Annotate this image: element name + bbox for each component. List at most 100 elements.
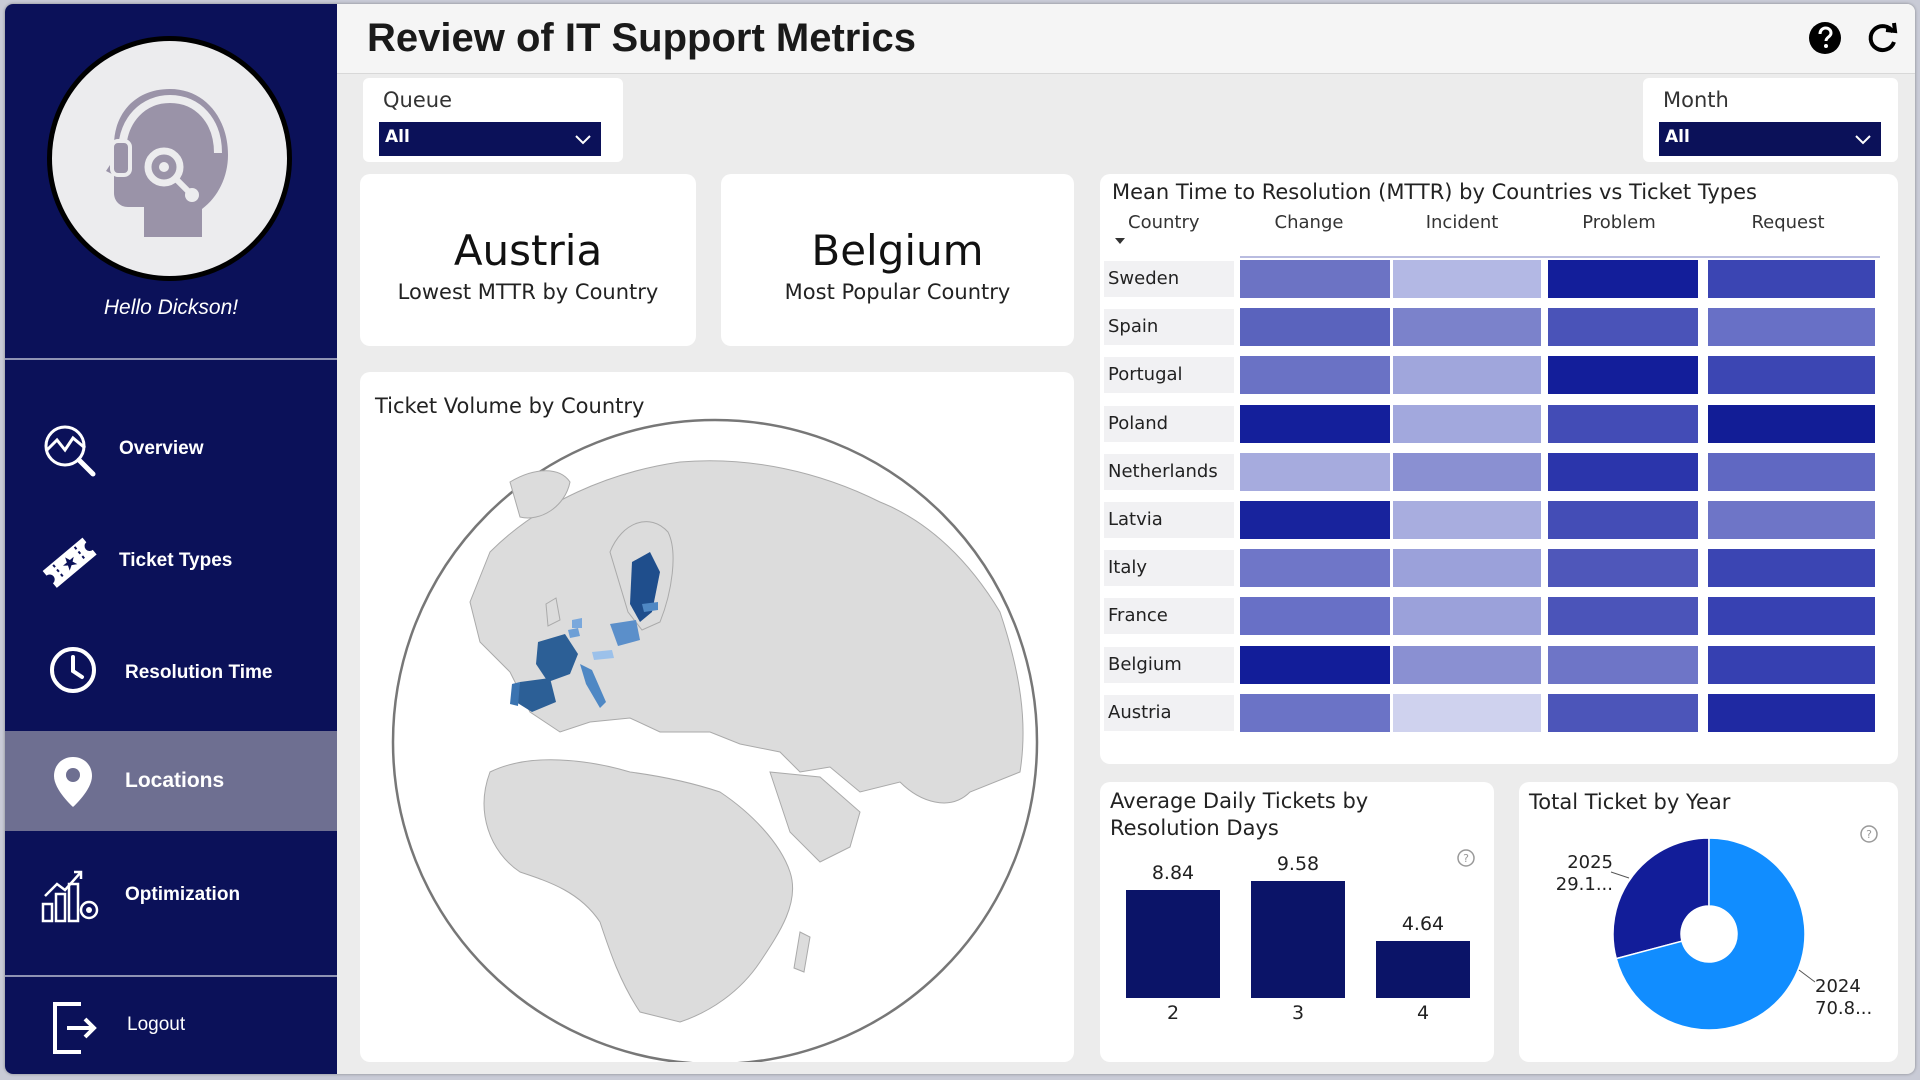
matrix-cell[interactable] xyxy=(1708,356,1875,395)
matrix-cell[interactable] xyxy=(1708,260,1875,298)
matrix-cell[interactable] xyxy=(1393,645,1541,684)
matrix-row-label: Portugal xyxy=(1108,364,1183,386)
donut-slice[interactable] xyxy=(1612,837,1710,960)
month-dropdown[interactable]: All xyxy=(1659,122,1881,156)
nav-item-locations[interactable]: Locations xyxy=(5,731,337,831)
matrix-cell[interactable] xyxy=(1240,260,1390,298)
bar-category-label: 2 xyxy=(1166,1002,1180,1024)
bar-value-label: 4.64 xyxy=(1401,913,1445,936)
location-pin-icon xyxy=(54,757,92,807)
matrix-col-header: Change xyxy=(1274,212,1344,233)
matrix-row-label: Spain xyxy=(1108,316,1159,338)
country-latvia[interactable] xyxy=(642,602,658,612)
matrix-cell[interactable] xyxy=(1708,693,1875,732)
matrix-cell[interactable] xyxy=(1548,308,1698,347)
matrix-col-header: Problem xyxy=(1582,212,1656,233)
matrix-cell[interactable] xyxy=(1708,501,1875,539)
logout-button[interactable]: Logout xyxy=(5,980,337,1070)
matrix-row-label: France xyxy=(1108,605,1168,627)
matrix-row-label: Sweden xyxy=(1108,268,1180,289)
matrix-row-band xyxy=(1104,453,1234,490)
nav-item-resolution-time[interactable]: Resolution Time xyxy=(5,624,337,724)
bar[interactable] xyxy=(1376,941,1470,998)
country-belgium[interactable] xyxy=(568,628,580,638)
matrix-cell[interactable] xyxy=(1240,549,1390,588)
map-title: Ticket Volume by Country xyxy=(375,394,645,418)
matrix-cell[interactable] xyxy=(1393,549,1541,588)
matrix-cell[interactable] xyxy=(1548,404,1698,443)
matrix-cell[interactable] xyxy=(1708,452,1875,491)
matrix-cell[interactable] xyxy=(1240,693,1390,732)
refresh-icon[interactable] xyxy=(1864,20,1900,56)
clock-icon xyxy=(50,647,96,693)
matrix-cell[interactable] xyxy=(1548,645,1698,684)
matrix-cell[interactable] xyxy=(1393,693,1541,732)
matrix-cell[interactable] xyxy=(1548,693,1698,732)
bar-chart-card: Average Daily Tickets by Resolution Days… xyxy=(1100,782,1494,1062)
donut-slice[interactable] xyxy=(1615,837,1806,1031)
matrix-cell[interactable] xyxy=(1548,260,1698,298)
matrix-cell[interactable] xyxy=(1240,597,1390,636)
kpi-label: Lowest MTTR by Country xyxy=(397,280,659,304)
matrix-cell[interactable] xyxy=(1548,356,1698,395)
kpi-card-most-popular: Belgium Most Popular Country xyxy=(721,174,1074,346)
matrix-cell[interactable] xyxy=(1548,501,1698,539)
matrix-cell[interactable] xyxy=(1548,597,1698,636)
matrix-row-band xyxy=(1104,261,1234,297)
growth-chart-icon xyxy=(41,870,99,923)
queue-filter: Queue All xyxy=(363,78,623,162)
help-circle-icon[interactable]: ? xyxy=(1456,848,1476,868)
matrix-row-label: Belgium xyxy=(1108,653,1182,675)
nav-item-optimization[interactable]: Optimization xyxy=(5,846,337,946)
nav-label-locations: Locations xyxy=(125,769,225,792)
nav-item-ticket-types[interactable]: Ticket Types xyxy=(5,512,337,612)
matrix-cell[interactable] xyxy=(1708,645,1875,684)
globe-map[interactable] xyxy=(360,372,1074,1062)
matrix-cell[interactable] xyxy=(1548,452,1698,491)
matrix-cell[interactable] xyxy=(1708,308,1875,347)
matrix-cell[interactable] xyxy=(1240,404,1390,443)
matrix-cell[interactable] xyxy=(1548,549,1698,588)
country-italy[interactable] xyxy=(580,664,606,708)
matrix-cell[interactable] xyxy=(1240,645,1390,684)
country-france[interactable] xyxy=(536,634,578,682)
country-netherlands[interactable] xyxy=(572,618,582,628)
help-icon[interactable] xyxy=(1807,20,1843,56)
country-austria[interactable] xyxy=(592,650,614,660)
sort-desc-icon[interactable] xyxy=(1114,236,1126,246)
app-window: Hello Dickson! Overview Ticket Types xyxy=(5,4,1915,1074)
kpi-card-lowest-mttr: Austria Lowest MTTR by Country xyxy=(360,174,696,346)
page-title: Review of IT Support Metrics xyxy=(367,16,916,60)
matrix-cell[interactable] xyxy=(1393,452,1541,491)
matrix-cell[interactable] xyxy=(1708,404,1875,443)
matrix-col-header: Incident xyxy=(1425,212,1499,233)
svg-text:?: ? xyxy=(1463,852,1469,865)
matrix-cell[interactable] xyxy=(1240,356,1390,395)
bar[interactable] xyxy=(1251,881,1345,998)
country-poland[interactable] xyxy=(610,620,640,646)
matrix-cell[interactable] xyxy=(1393,501,1541,539)
chart-search-icon xyxy=(44,425,96,477)
matrix-cell[interactable] xyxy=(1393,308,1541,347)
matrix-cell[interactable] xyxy=(1393,356,1541,395)
matrix-cell[interactable] xyxy=(1240,452,1390,491)
matrix-cell[interactable] xyxy=(1708,549,1875,588)
queue-dropdown[interactable]: All xyxy=(379,122,601,156)
donut-chart-card: Total Ticket by Year ? 2025 29.1... 2024 70… xyxy=(1519,782,1898,1062)
matrix-cell[interactable] xyxy=(1393,404,1541,443)
matrix-row-label: Italy xyxy=(1108,557,1148,579)
land-madagascar xyxy=(793,931,811,973)
month-filter-label: Month xyxy=(1663,88,1729,112)
country-spain[interactable] xyxy=(516,678,556,712)
help-circle-icon[interactable]: ? xyxy=(1859,824,1879,844)
matrix-cell[interactable] xyxy=(1393,260,1541,298)
donut-category-label: 2025 xyxy=(1567,852,1613,873)
nav-item-overview[interactable]: Overview xyxy=(5,400,337,500)
bar[interactable] xyxy=(1126,890,1220,998)
leader-line xyxy=(1798,969,1816,983)
country-portugal[interactable] xyxy=(510,682,520,706)
matrix-cell[interactable] xyxy=(1240,308,1390,347)
matrix-cell[interactable] xyxy=(1240,501,1390,539)
matrix-cell[interactable] xyxy=(1708,597,1875,636)
matrix-cell[interactable] xyxy=(1393,597,1541,636)
